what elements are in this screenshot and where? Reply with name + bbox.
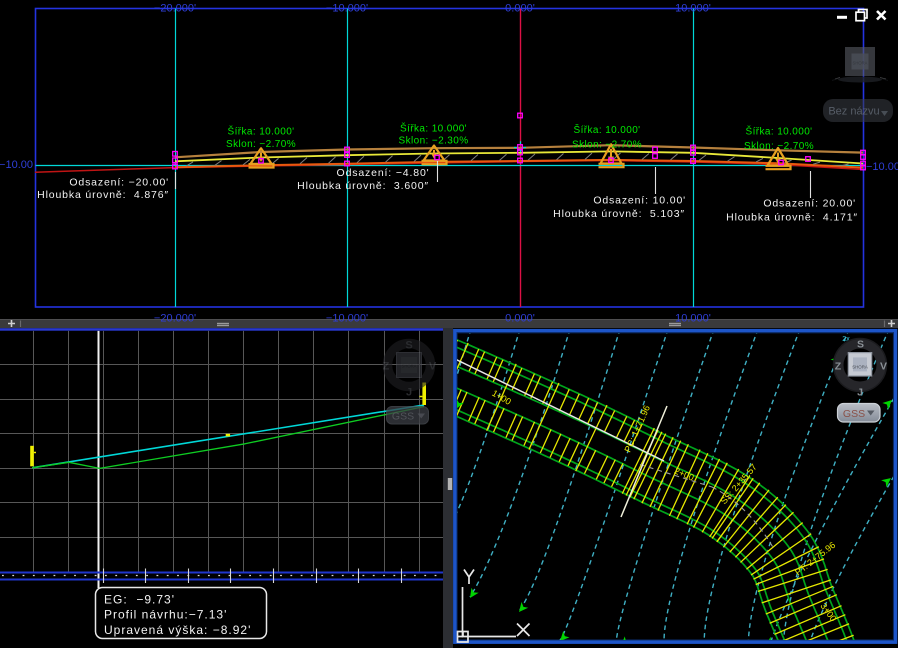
svg-text:Šířka: 10.000': Šířka: 10.000' xyxy=(228,125,295,138)
svg-text:Sklon: −2.70%: Sklon: −2.70% xyxy=(572,140,642,151)
svg-text:0.000': 0.000' xyxy=(505,313,535,325)
svg-text:S: S xyxy=(857,339,864,351)
svg-text:Sklon: −2.70%: Sklon: −2.70% xyxy=(226,139,296,150)
svg-text:Profil návrhu:−7.13': Profil návrhu:−7.13' xyxy=(104,608,227,622)
svg-text:−10.00: −10.00 xyxy=(0,159,33,171)
svg-text:Bez názvu: Bez názvu xyxy=(828,106,879,118)
svg-text:Z: Z xyxy=(383,361,390,373)
svg-text:−10.000': −10.000' xyxy=(326,313,368,325)
svg-text:10.000': 10.000' xyxy=(675,313,711,325)
svg-text:SHORA: SHORA xyxy=(852,364,868,369)
svg-text:Šířka: 10.000': Šířka: 10.000' xyxy=(746,125,813,138)
svg-text:V: V xyxy=(880,361,887,373)
svg-text:V: V xyxy=(429,361,437,373)
svg-text:Odsazení: 10.00': Odsazení: 10.00' xyxy=(593,195,686,207)
svg-text:S: S xyxy=(405,340,412,352)
svg-text:J: J xyxy=(857,387,863,399)
svg-text:Sklon: −2.30%: Sklon: −2.30% xyxy=(399,136,469,147)
svg-text:Hloubka úrovně: 3.600″: Hloubka úrovně: 3.600″ xyxy=(297,180,429,192)
svg-text:−20.000': −20.000' xyxy=(154,3,196,15)
svg-text:−10.000': −10.000' xyxy=(326,3,368,15)
svg-text:0.000': 0.000' xyxy=(505,3,535,15)
svg-text:Odsazení: −4.80': Odsazení: −4.80' xyxy=(337,167,430,179)
svg-text:Odsazení: 20.00': Odsazení: 20.00' xyxy=(763,198,856,210)
svg-text:Šířka: 10.000': Šířka: 10.000' xyxy=(574,123,641,136)
svg-text:Hloubka úrovně: 4.876″: Hloubka úrovně: 4.876″ xyxy=(37,189,169,201)
svg-text:J: J xyxy=(406,387,412,399)
svg-text:SHORA: SHORA xyxy=(402,364,417,369)
svg-text:10.000': 10.000' xyxy=(675,3,711,15)
svg-text:Hloubka úrovně: 4.171″: Hloubka úrovně: 4.171″ xyxy=(726,212,858,224)
svg-text:Hloubka úrovně: 5.103″: Hloubka úrovně: 5.103″ xyxy=(553,208,685,220)
svg-text:GSS: GSS xyxy=(843,408,865,420)
svg-text:Z: Z xyxy=(835,361,842,373)
svg-text:−10.00: −10.00 xyxy=(866,161,898,173)
svg-text:Sklon: −2.70%: Sklon: −2.70% xyxy=(744,141,814,152)
svg-text:Upravená výška: −8.92': Upravená výška: −8.92' xyxy=(104,623,251,637)
svg-text:EG: −9.73': EG: −9.73' xyxy=(104,593,175,607)
svg-text:Odsazení: −20.00': Odsazení: −20.00' xyxy=(69,177,169,189)
svg-text:GSS: GSS xyxy=(392,411,414,423)
svg-text:Šířka: 10.000': Šířka: 10.000' xyxy=(400,122,467,135)
svg-text:SHORA: SHORA xyxy=(853,61,868,66)
svg-text:2x: 2x xyxy=(842,336,850,343)
svg-text:−20.000': −20.000' xyxy=(154,313,196,325)
